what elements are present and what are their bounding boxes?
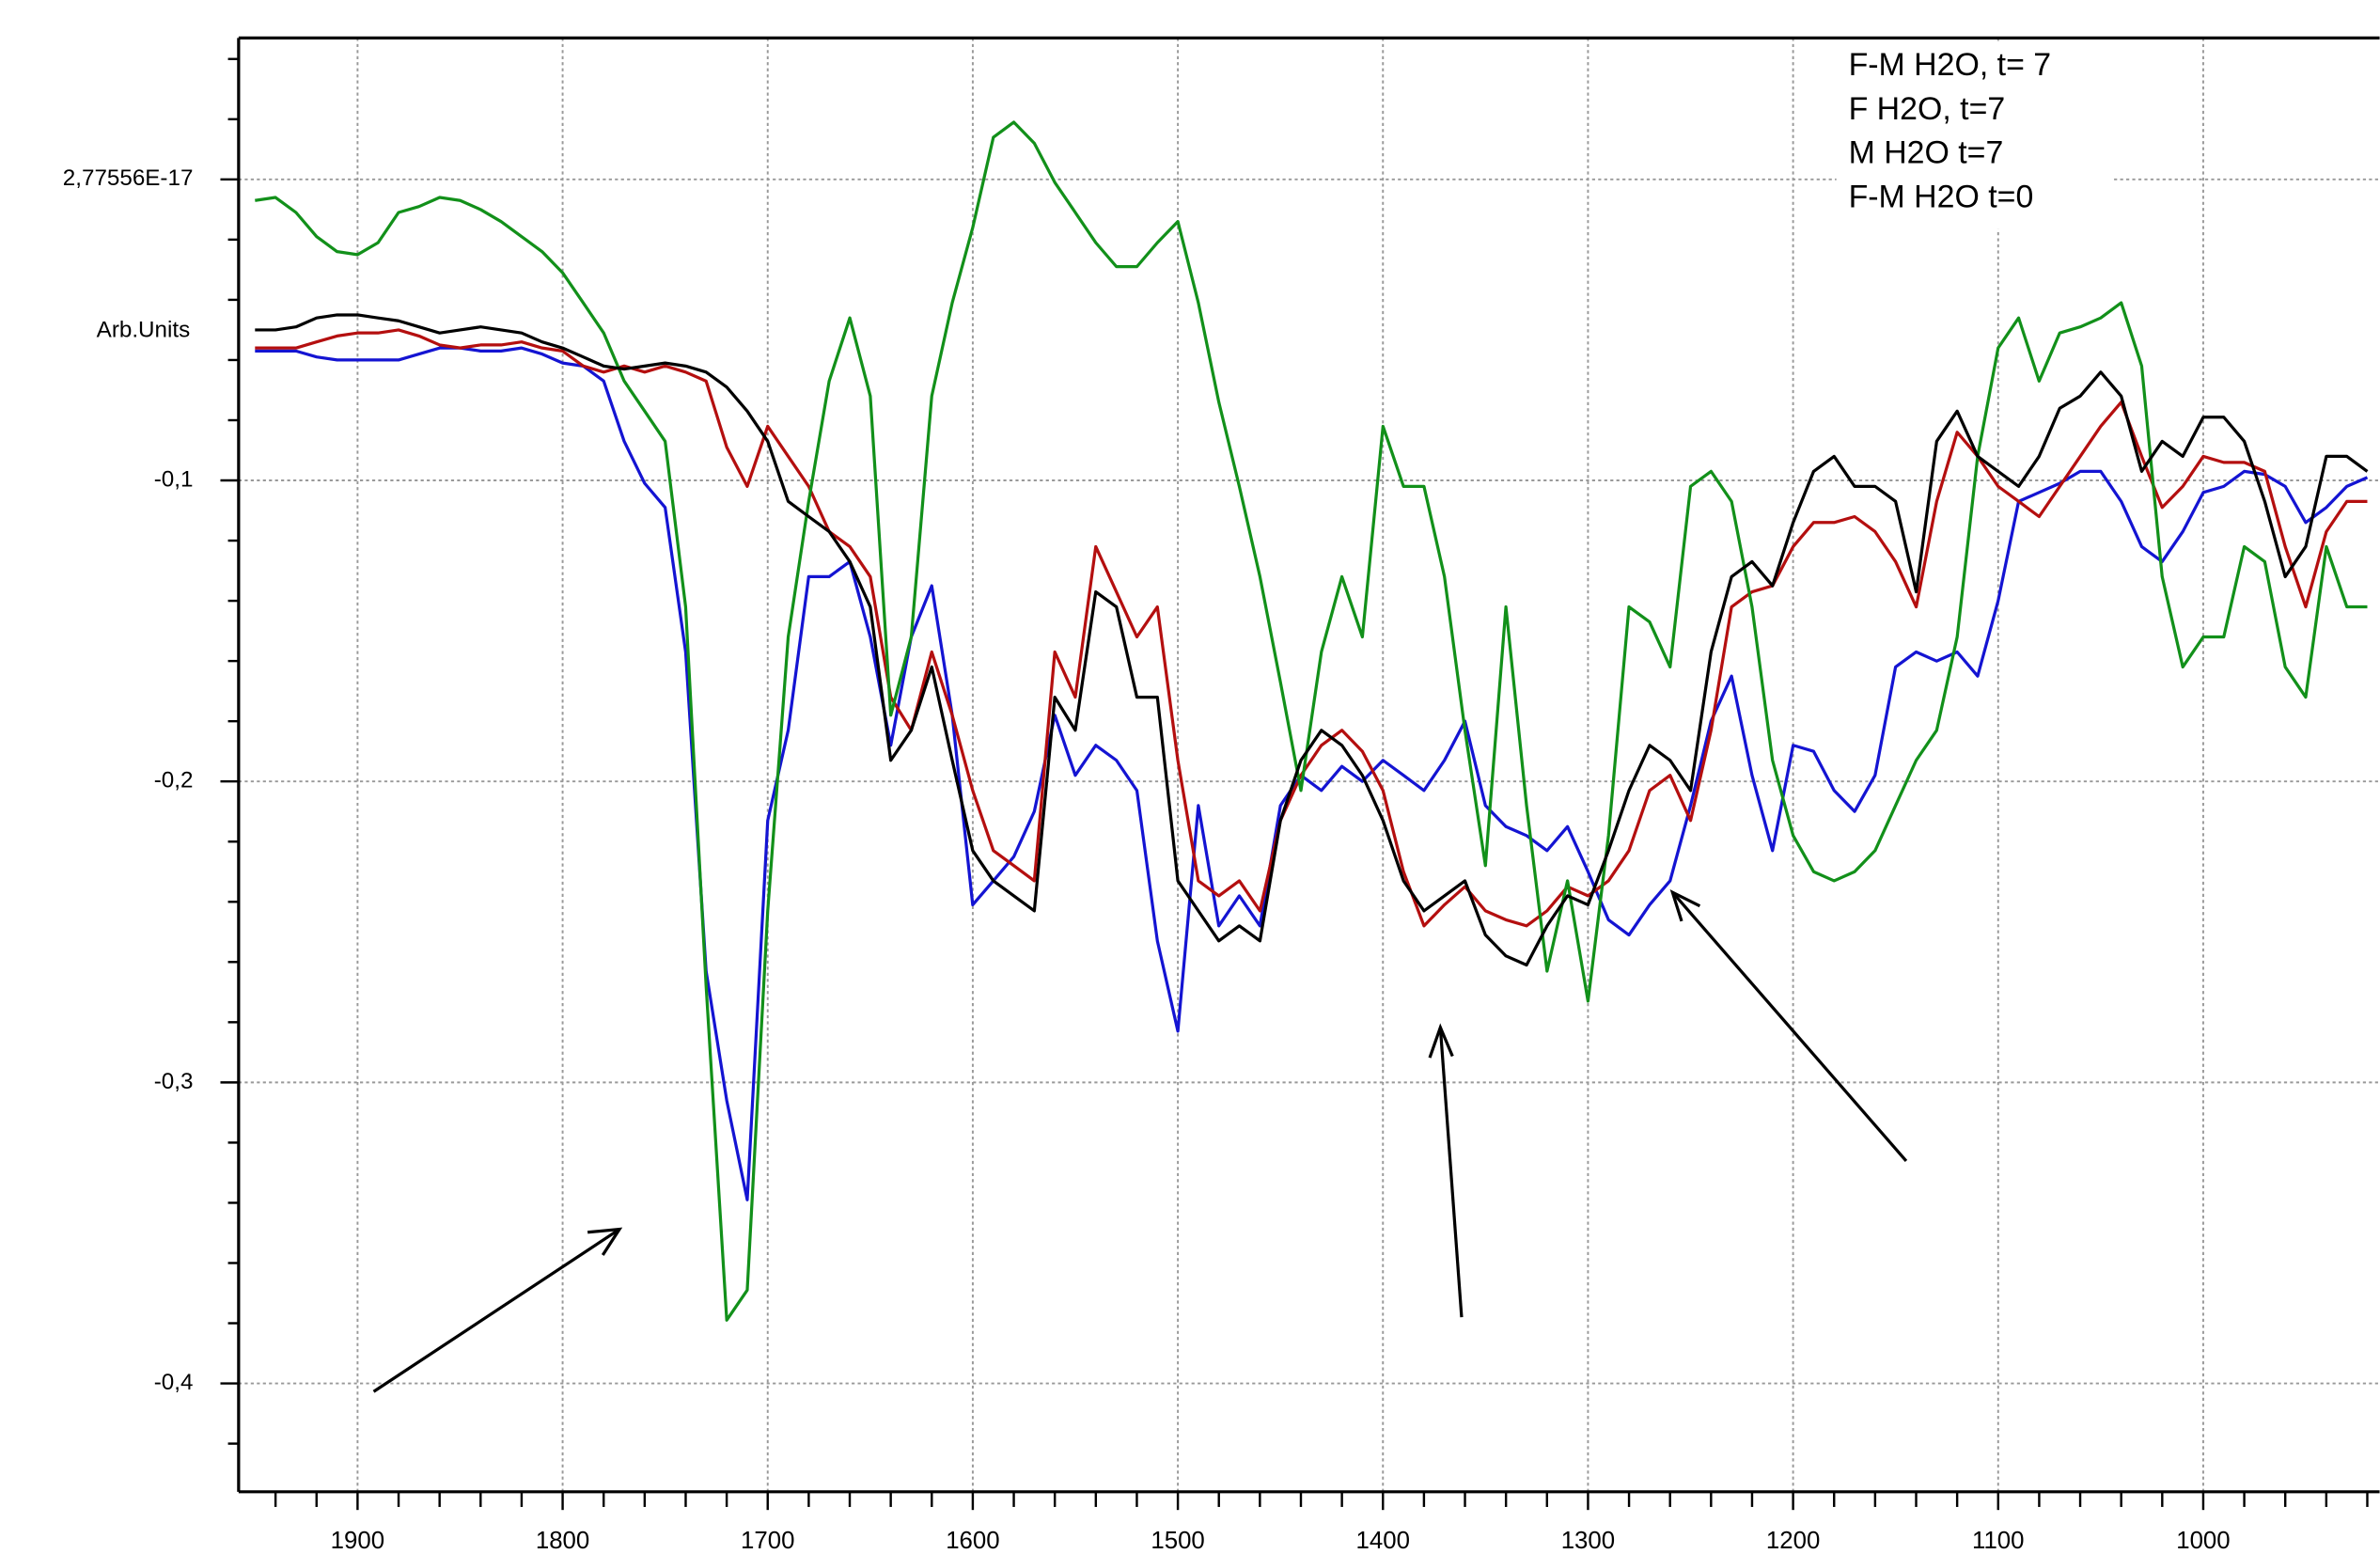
y-tick-label: -0,4 bbox=[154, 1370, 194, 1395]
y-tick-label: -0,1 bbox=[154, 466, 194, 492]
x-tick-label: 1200 bbox=[1766, 1528, 1820, 1554]
arrow-head bbox=[587, 1227, 623, 1256]
x-tick-label: 1300 bbox=[1561, 1528, 1615, 1554]
x-tick-label: 1900 bbox=[331, 1528, 384, 1554]
annotation-arrows bbox=[372, 889, 1908, 1393]
series bbox=[255, 120, 2369, 1322]
series-line bbox=[255, 328, 2368, 928]
y-tick-label: -0,2 bbox=[154, 768, 194, 793]
x-tick-label: 1600 bbox=[946, 1528, 999, 1554]
x-tick-label: 1500 bbox=[1151, 1528, 1204, 1554]
series-line bbox=[255, 313, 2369, 967]
y-axis-label: Arb.Units bbox=[97, 317, 191, 342]
x-tick-label: 1000 bbox=[2176, 1528, 2230, 1554]
legend-entry: F-M H2O, t= 7 bbox=[1849, 47, 2052, 83]
ticks: 2,77556E-17 -0,1 -0,2 -0,3 -0,4 1900 1800 1700 1… bbox=[63, 57, 2369, 1554]
arrow-head bbox=[1669, 889, 1701, 922]
legend-entry: F H2O, t=7 bbox=[1849, 91, 2006, 127]
x-tick-label: 1100 bbox=[1972, 1528, 2025, 1554]
x-tick-label: 1800 bbox=[536, 1528, 589, 1554]
x-tick-label: 1700 bbox=[741, 1528, 794, 1554]
legend-box bbox=[1836, 40, 2113, 229]
arrow bbox=[1671, 891, 1908, 1162]
arrow-head bbox=[1428, 1023, 1454, 1059]
arrow bbox=[1438, 1027, 1464, 1318]
series-line bbox=[255, 346, 2369, 1201]
x-tick-label: 1400 bbox=[1356, 1528, 1410, 1554]
legend-entry: M H2O t=7 bbox=[1849, 135, 2004, 171]
y-tick-label: 2,77556E-17 bbox=[63, 165, 194, 191]
legend-entry: F-M H2O t=0 bbox=[1849, 179, 2034, 214]
y-tick-label: -0,3 bbox=[154, 1069, 194, 1094]
series-line bbox=[255, 120, 2368, 1322]
legend: F-M H2O, t= 7 F H2O, t=7 M H2O t=7 F-M H2O … bbox=[1836, 40, 2113, 229]
arrow bbox=[372, 1228, 620, 1393]
